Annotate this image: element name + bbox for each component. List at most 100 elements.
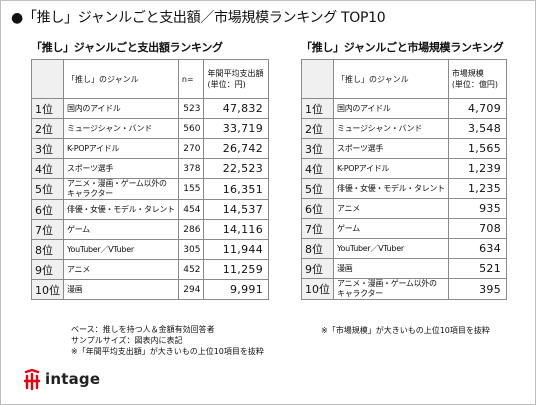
header-genre: 「推し」のジャンル (333, 59, 449, 99)
value-cell: 26,742 (203, 138, 269, 159)
rank-cell: 3位 (31, 138, 64, 159)
note-line: サンプルサイズ：図表内に表記 (71, 336, 183, 345)
value-cell: 1,239 (447, 158, 508, 179)
page-title: ●「推し」ジャンルごと支出額／市場規模ランキング TOP10 (11, 10, 386, 26)
genre-cell: スポーツ選手 (333, 138, 449, 159)
rank-cell: 6位 (301, 198, 334, 219)
header-n: n= (177, 59, 205, 99)
genre-cell: K-POPアイドル (333, 158, 449, 179)
table-row: 1位 国内のアイドル 523 47,832 (31, 98, 269, 119)
table-row: 2位 ミュージシャン・バンド 3,548 (301, 118, 508, 139)
sample-size-cell: 286 (177, 219, 205, 240)
table-row: 10位 アニメ・漫画・ゲーム以外の キャラクター 395 (301, 278, 508, 300)
table-row: 4位 K-POPアイドル 1,239 (301, 158, 508, 179)
rank-cell: 10位 (301, 278, 334, 300)
genre-cell: 国内のアイドル (333, 98, 449, 119)
rank-cell: 9位 (301, 258, 334, 279)
sample-size-cell: 305 (177, 239, 205, 260)
table-row: 5位 俳優・女優・モデル・タレント 1,235 (301, 178, 508, 199)
value-cell: 33,719 (203, 118, 269, 139)
table-row: 3位 スポーツ選手 1,565 (301, 138, 508, 159)
rank-cell: 1位 (31, 98, 64, 119)
genre-cell: 俳優・女優・モデル・タレント (63, 199, 179, 220)
right-notes: ※「市場規模」が大きいもの上位10項目を抜粋 (321, 325, 490, 336)
sample-size-cell: 270 (177, 138, 205, 159)
table-row: 7位 ゲーム 708 (301, 218, 508, 239)
logo-text: intage (45, 370, 101, 388)
rank-cell: 8位 (31, 239, 64, 260)
sample-size-cell: 560 (177, 118, 205, 139)
genre-cell: YouTuber／VTuber (333, 238, 449, 259)
value-cell: 708 (447, 218, 508, 239)
rank-cell: 5位 (301, 178, 334, 199)
header-value: 年間平均支出額 (単位：円) (203, 59, 269, 99)
spending-ranking-table: 「推し」のジャンル n= 年間平均支出額 (単位：円) 1位 国内のアイドル 523… (31, 59, 269, 300)
table-row: 3位 K-POPアイドル 270 26,742 (31, 138, 269, 159)
rank-cell: 1位 (301, 98, 334, 119)
rank-cell: 7位 (301, 218, 334, 239)
genre-cell: 国内のアイドル (63, 98, 179, 119)
sample-size-cell: 155 (177, 178, 205, 200)
value-cell: 634 (447, 238, 508, 259)
rank-cell: 6位 (31, 199, 64, 220)
table-row: 8位 YouTuber／VTuber 634 (301, 238, 508, 259)
value-cell: 4,709 (447, 98, 508, 119)
genre-cell: 漫画 (63, 279, 179, 300)
table-header-row: 「推し」のジャンル 市場規模 (単位：億円) (301, 59, 508, 99)
rank-cell: 2位 (31, 118, 64, 139)
table-row: 2位 ミュージシャン・バンド 560 33,719 (31, 118, 269, 139)
genre-cell: スポーツ選手 (63, 158, 179, 179)
rank-cell: 4位 (301, 158, 334, 179)
rank-cell: 4位 (31, 158, 64, 179)
value-cell: 395 (447, 278, 508, 300)
genre-cell: ミュージシャン・バンド (333, 118, 449, 139)
value-cell: 14,116 (203, 219, 269, 240)
genre-cell: アニメ (333, 198, 449, 219)
sample-size-cell: 294 (177, 279, 205, 300)
table-row: 6位 アニメ 935 (301, 198, 508, 219)
table-row: 9位 アニメ 452 11,259 (31, 259, 269, 280)
genre-cell: K-POPアイドル (63, 138, 179, 159)
rank-cell: 9位 (31, 259, 64, 280)
genre-cell: アニメ・漫画・ゲーム以外の キャラクター (333, 278, 449, 300)
value-cell: 14,537 (203, 199, 269, 220)
genre-cell: アニメ (63, 259, 179, 280)
value-cell: 11,944 (203, 239, 269, 260)
genre-cell: ゲーム (333, 218, 449, 239)
left-subtitle: 「推し」ジャンルごと支出額ランキング (31, 41, 223, 54)
table-row: 7位 ゲーム 286 14,116 (31, 219, 269, 240)
rank-cell: 5位 (31, 178, 64, 200)
value-cell: 22,523 (203, 158, 269, 179)
note-line: ベース：推しを持つ人＆金額有効回答者 (71, 325, 215, 334)
genre-cell: YouTuber／VTuber (63, 239, 179, 260)
value-cell: 1,565 (447, 138, 508, 159)
intage-logo-mark-icon (23, 368, 41, 391)
rank-cell: 10位 (31, 279, 64, 300)
intage-logo: intage (23, 367, 100, 391)
table-row: 8位 YouTuber／VTuber 305 11,944 (31, 239, 269, 260)
genre-cell: アニメ・漫画・ゲーム以外の キャラクター (63, 178, 179, 200)
genre-cell: ゲーム (63, 219, 179, 240)
sample-size-cell: 454 (177, 199, 205, 220)
value-cell: 9,991 (203, 279, 269, 300)
table-row: 6位 俳優・女優・モデル・タレント 454 14,537 (31, 199, 269, 220)
genre-cell: 俳優・女優・モデル・タレント (333, 178, 449, 199)
note-line: ※「年間平均支出額」が大きいもの上位10項目を抜粋 (71, 347, 264, 356)
table-row: 10位 漫画 294 9,991 (31, 279, 269, 300)
header-value: 市場規模 (単位：億円) (447, 59, 508, 99)
value-cell: 1,235 (447, 178, 508, 199)
rank-cell: 3位 (301, 138, 334, 159)
rank-cell: 7位 (31, 219, 64, 240)
right-subtitle: 「推し」ジャンルごと市場規模ランキング (301, 41, 504, 54)
market-size-ranking-table: 「推し」のジャンル 市場規模 (単位：億円) 1位 国内のアイドル 4,709 2位ミ… (301, 59, 508, 300)
value-cell: 11,259 (203, 259, 269, 280)
header-rank-cell (31, 59, 64, 99)
table-row: 1位 国内のアイドル 4,709 (301, 98, 508, 119)
value-cell: 47,832 (203, 98, 269, 119)
value-cell: 16,351 (203, 178, 269, 200)
sample-size-cell: 378 (177, 158, 205, 179)
genre-cell: 漫画 (333, 258, 449, 279)
left-notes: ベース：推しを持つ人＆金額有効回答者 サンプルサイズ：図表内に表記 ※「年間平均… (71, 324, 264, 357)
sample-size-cell: 523 (177, 98, 205, 119)
